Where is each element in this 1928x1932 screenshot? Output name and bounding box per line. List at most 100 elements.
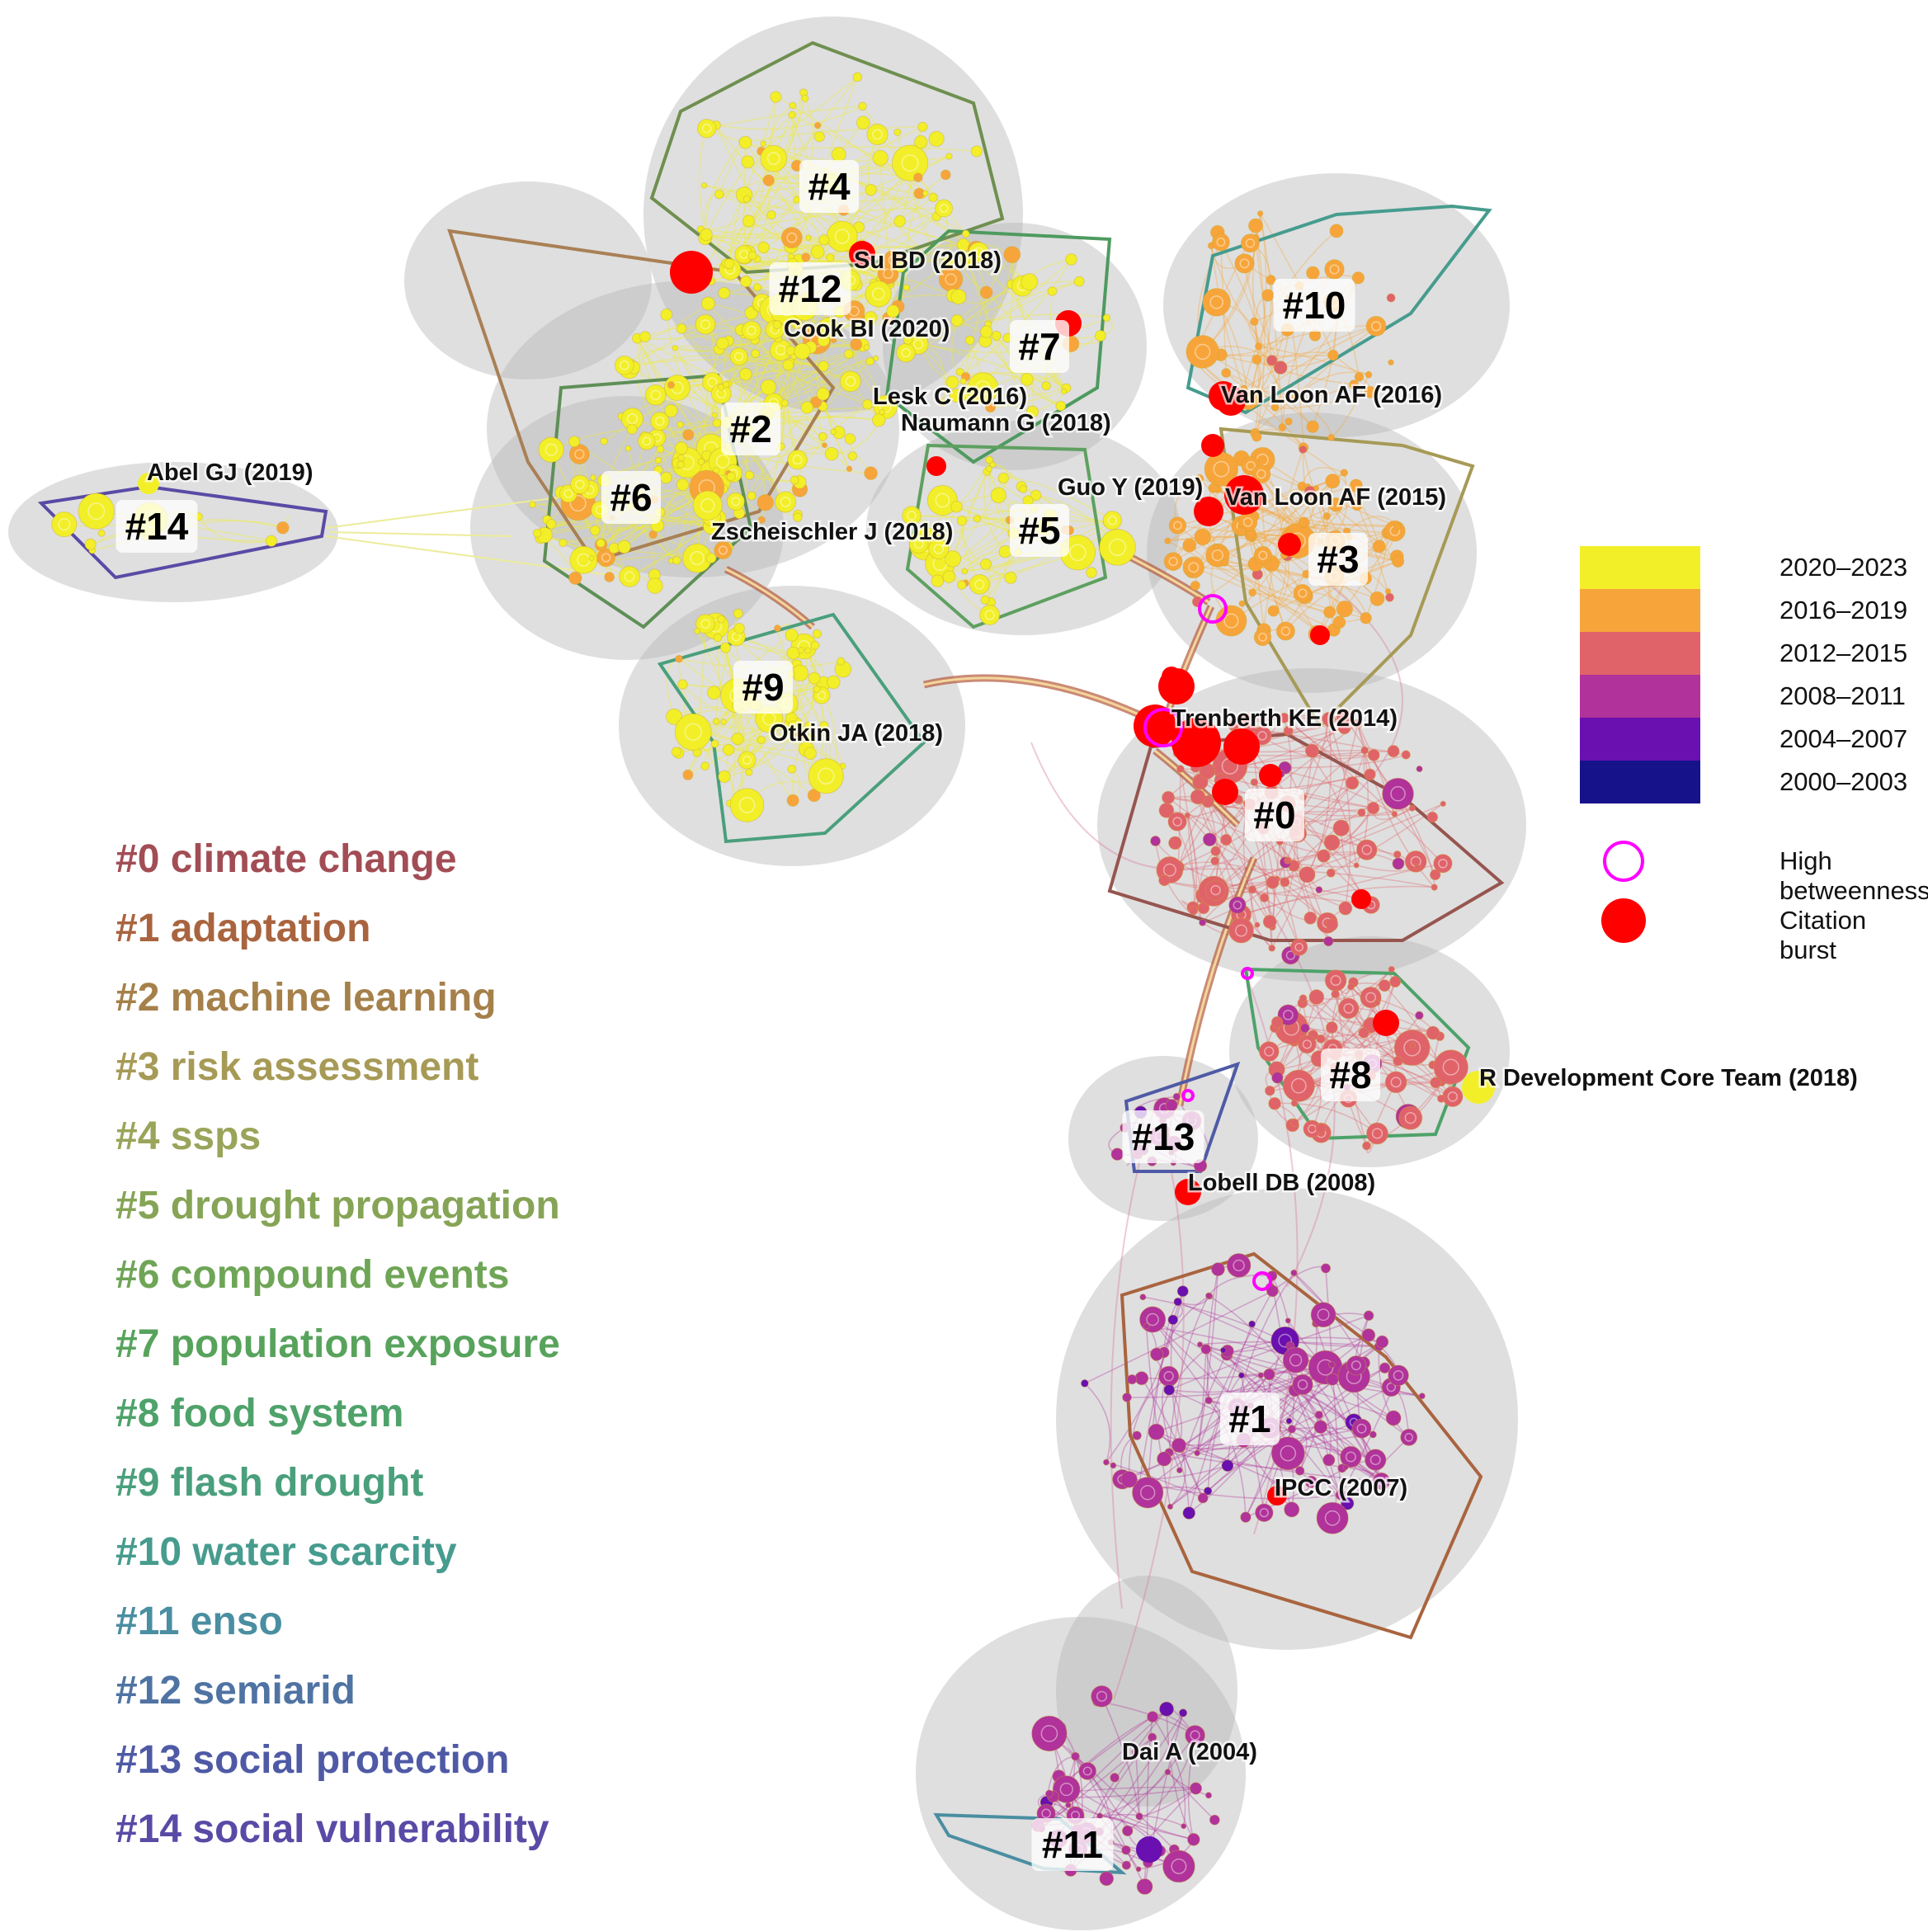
reference-node [1364, 385, 1377, 398]
citation-link [956, 280, 1080, 322]
reference-node [1365, 315, 1387, 337]
citation-link [1294, 1389, 1376, 1460]
year-legend-item: 2004–2007 [1580, 718, 1926, 761]
reference-node [660, 471, 672, 484]
citation-ring [563, 488, 573, 498]
reference-node [1322, 1454, 1336, 1467]
reference-node [1278, 423, 1287, 431]
citation-link [956, 319, 1068, 389]
cluster-tag: #12 [779, 267, 842, 310]
reference-node [1139, 1293, 1147, 1301]
citation-link [1210, 245, 1245, 389]
reference-node [935, 199, 954, 218]
cluster-tag-box [733, 661, 793, 714]
reference-node [1328, 497, 1344, 512]
citation-link [1169, 1447, 1186, 1507]
reference-node [1418, 1392, 1426, 1400]
reference-node [1382, 777, 1414, 810]
reference-node [729, 347, 748, 366]
citation-link [879, 158, 899, 307]
reference-node [850, 338, 863, 351]
citation-ring [1172, 817, 1182, 827]
reference-node [1386, 293, 1396, 303]
reference-node [973, 515, 982, 523]
citation-link [1257, 346, 1313, 427]
reference-node [1364, 768, 1376, 780]
reference-node [650, 412, 670, 431]
burst-dot-icon [1601, 898, 1646, 943]
citation-ring [715, 455, 730, 469]
reference-node [862, 398, 873, 410]
citation-link [1204, 807, 1413, 897]
reference-node [696, 118, 717, 139]
reference-node [1156, 1451, 1172, 1467]
citation-ring [1139, 1485, 1156, 1501]
reference-node [671, 747, 681, 757]
reference-node [775, 491, 797, 513]
citation-link [988, 258, 1072, 325]
reference-node [538, 436, 564, 463]
reference-node [1185, 1725, 1206, 1746]
reference-node [1290, 1118, 1299, 1128]
reference-node [1110, 1147, 1124, 1161]
reference-node [1349, 379, 1360, 390]
reference-node [647, 577, 663, 594]
reference-node [1335, 1489, 1347, 1501]
reference-node [1332, 615, 1346, 629]
reference-node [1252, 354, 1262, 365]
cluster-shadow [1056, 1188, 1518, 1650]
citation-link [745, 125, 923, 144]
cluster-tag: #14 [125, 505, 189, 548]
citation-link [952, 471, 988, 559]
citation-link [676, 361, 824, 389]
reference-node [1340, 469, 1348, 477]
citation-link [705, 141, 743, 235]
reference-node [1297, 1034, 1317, 1054]
reference-label: IPCC (2007) [1275, 1475, 1407, 1501]
citation-ring [642, 436, 652, 446]
citation-link [1223, 1350, 1348, 1504]
reference-node [1182, 538, 1197, 553]
reference-label: Van Loon AF (2016) [1221, 382, 1442, 408]
reference-node [945, 153, 953, 160]
citation-link [1168, 1295, 1209, 1453]
year-legend-item: 2000–2003 [1580, 761, 1926, 803]
reference-node [1250, 778, 1259, 786]
reference-node [964, 335, 975, 346]
reference-node [1306, 266, 1320, 280]
reference-node [1372, 1472, 1391, 1491]
reference-node [1095, 330, 1106, 342]
reference-node [1226, 1253, 1252, 1278]
reference-node [1290, 1269, 1298, 1277]
reference-node [626, 423, 638, 435]
reference-node [1136, 1878, 1153, 1895]
citation-link [1301, 466, 1345, 487]
reference-node [655, 456, 662, 464]
cluster-boundary [1243, 967, 1471, 1141]
reference-node [664, 403, 678, 418]
citation-burst-node [1209, 381, 1238, 411]
reference-node [1240, 384, 1247, 393]
reference-node [808, 671, 821, 685]
cluster-legend-item: #4 ssps [115, 1114, 262, 1158]
reference-node [1131, 1477, 1164, 1509]
citation-link [784, 403, 853, 457]
citation-ring [901, 347, 911, 358]
reference-node [793, 512, 803, 522]
reference-node [596, 538, 606, 548]
reference-node [700, 181, 708, 189]
reference-node [1263, 1368, 1275, 1381]
reference-node [1404, 850, 1427, 873]
year-legend-item: 2008–2011 [1580, 675, 1926, 718]
reference-node [1393, 850, 1402, 859]
reference-node [1426, 1025, 1440, 1040]
cluster-boundary [1219, 426, 1475, 729]
citation-link [551, 523, 658, 529]
citation-link [905, 195, 923, 288]
citation-link [595, 517, 719, 531]
reference-node [1210, 856, 1220, 866]
reference-node [810, 244, 825, 259]
reference-label: Su BD (2018) [854, 247, 1002, 274]
reference-node [1324, 969, 1347, 992]
reference-node [1262, 914, 1277, 929]
